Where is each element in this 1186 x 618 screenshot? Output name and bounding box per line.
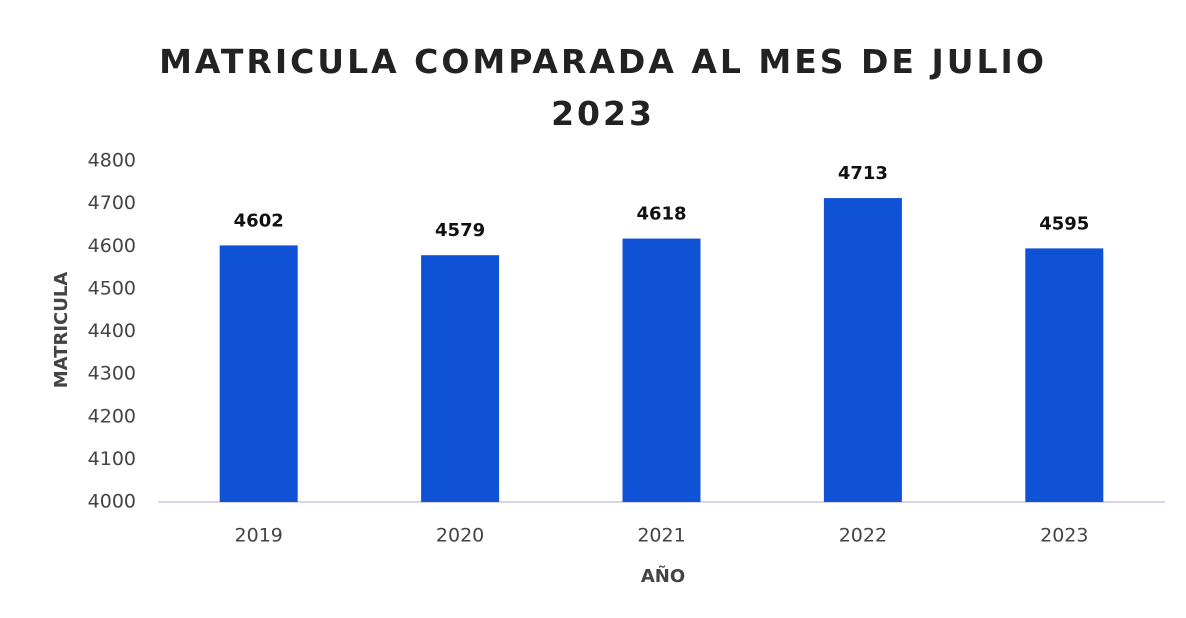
x-tick-label: 2022 xyxy=(839,525,887,547)
bar xyxy=(219,245,298,502)
bar xyxy=(823,198,902,503)
y-tick-label: 4400 xyxy=(88,320,136,342)
data-label: 4579 xyxy=(435,220,485,241)
y-tick-label: 4600 xyxy=(88,235,136,257)
x-axis-label: AÑO xyxy=(641,564,685,587)
y-tick-label: 4700 xyxy=(88,192,136,214)
y-axis-label: MATRICULA xyxy=(51,272,72,389)
data-label: 4602 xyxy=(234,210,284,231)
y-tick-label: 4500 xyxy=(88,277,136,299)
y-tick-label: 4000 xyxy=(88,491,136,513)
y-tick-label: 4300 xyxy=(88,363,136,385)
y-tick-label: 4100 xyxy=(88,448,136,470)
data-label: 4618 xyxy=(636,204,686,225)
y-tick-label: 4200 xyxy=(88,405,136,427)
bar xyxy=(622,238,701,502)
x-tick-label: 2019 xyxy=(235,525,283,547)
x-tick-label: 2023 xyxy=(1040,525,1088,547)
bar xyxy=(421,255,500,502)
data-label: 4713 xyxy=(838,163,888,184)
x-tick-label: 2021 xyxy=(637,525,685,547)
y-tick-label: 4800 xyxy=(88,150,136,172)
chart-title: MATRICULA COMPARADA AL MES DE JULIO 2023 xyxy=(159,42,1047,133)
x-tick-label: 2020 xyxy=(436,525,484,547)
bar xyxy=(1025,248,1104,502)
data-label: 4595 xyxy=(1039,213,1089,234)
